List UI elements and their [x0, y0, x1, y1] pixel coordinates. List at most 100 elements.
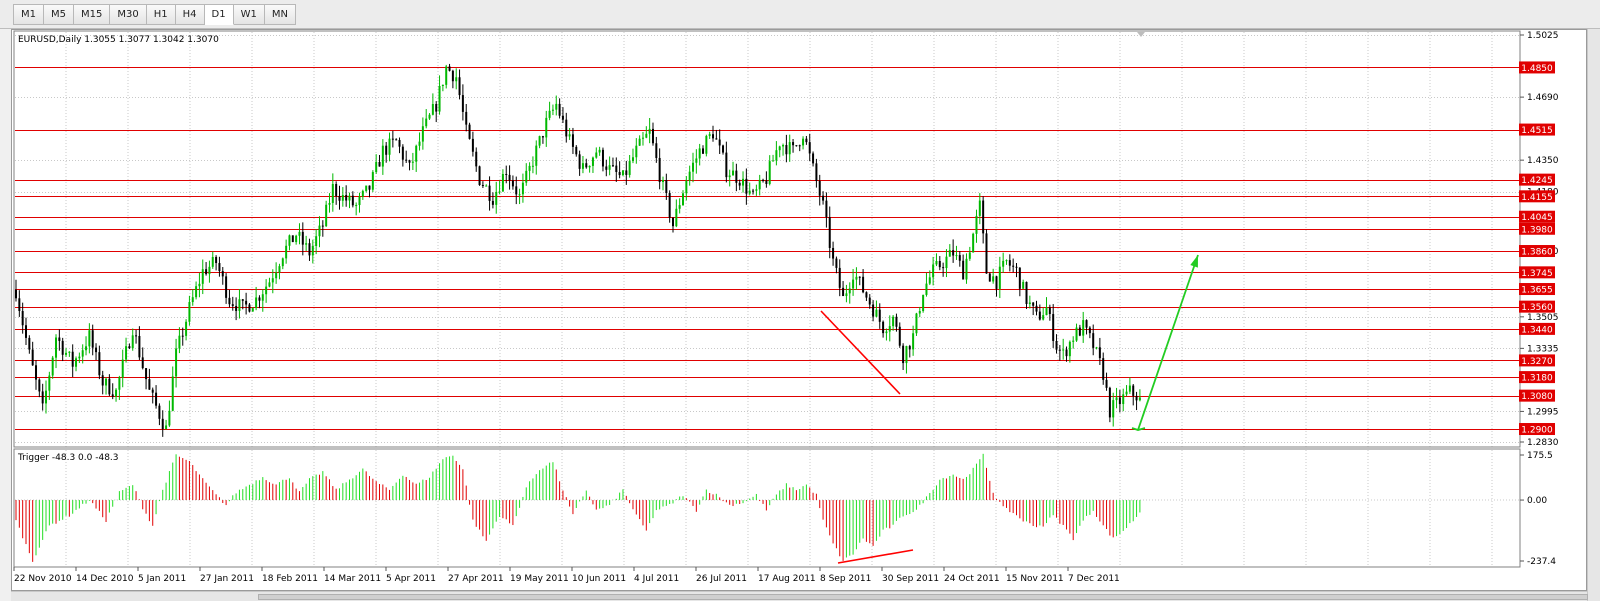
tab-h4[interactable]: H4 [175, 4, 205, 25]
tab-m15[interactable]: M15 [74, 4, 111, 25]
shift-marker-icon[interactable] [1137, 32, 1145, 37]
candle-body [1068, 341, 1071, 357]
candle-body [538, 136, 541, 146]
candle-body [972, 233, 975, 253]
candle-body [1112, 400, 1115, 418]
candle-body [1078, 327, 1081, 336]
tab-m5[interactable]: M5 [44, 4, 74, 25]
candle-body [208, 266, 211, 275]
level-label-bg [1519, 173, 1555, 186]
candlestick-series [15, 63, 1141, 437]
candle-body [905, 346, 908, 364]
level-price-label: 1.2900 [1521, 426, 1553, 436]
candle-body [828, 217, 831, 248]
candle-body [315, 236, 318, 247]
candle-body [918, 310, 921, 314]
candle-body [1098, 347, 1101, 359]
candle-body [238, 299, 241, 311]
candle-body [1032, 302, 1035, 306]
time-tick-label: 8 Sep 2011 [820, 574, 871, 584]
level-price-label: 1.4045 [1521, 213, 1553, 223]
candle-body [501, 173, 504, 192]
level-price-label: 1.4245 [1521, 176, 1553, 186]
candle-body [318, 225, 321, 237]
candle-body [698, 148, 701, 159]
time-tick-label: 24 Oct 2011 [944, 574, 1000, 584]
candle-body [718, 139, 721, 146]
candle-body [778, 146, 781, 151]
candle-body [55, 337, 58, 358]
candle-body [338, 195, 341, 201]
trendline-annotations[interactable] [820, 254, 1199, 564]
candle-body [1122, 394, 1125, 405]
candle-body [378, 161, 381, 167]
candle-body [175, 348, 178, 377]
candle-body [18, 298, 21, 312]
horizontal-scroll-thumb[interactable] [258, 594, 1588, 600]
tab-h1[interactable]: H1 [146, 4, 176, 25]
candle-body [531, 165, 534, 167]
tab-mn[interactable]: MN [264, 4, 296, 25]
candle-body [278, 266, 281, 273]
candle-body [878, 309, 881, 322]
indicator-pane-border [13, 448, 1521, 568]
support-resistance-lines[interactable] [15, 67, 1520, 430]
candle-body [588, 165, 591, 168]
candle-body [1105, 379, 1108, 388]
candle-body [785, 145, 788, 155]
candle-body [38, 379, 41, 392]
candle-body [1022, 281, 1025, 289]
candle-body [728, 175, 731, 178]
candle-body [1108, 387, 1111, 418]
candle-body [438, 86, 441, 112]
tab-m30[interactable]: M30 [110, 4, 147, 25]
candle-body [81, 350, 84, 357]
candle-body [1065, 349, 1068, 357]
candle-body [712, 134, 715, 139]
green-arrow-tail [1131, 427, 1146, 431]
horizontal-scrollbar[interactable] [11, 591, 1588, 601]
candle-body [25, 325, 28, 338]
candle-body [248, 304, 251, 312]
candle-body [151, 389, 154, 393]
candle-body [992, 276, 995, 282]
candle-body [421, 126, 424, 142]
candle-body [945, 256, 948, 269]
tab-d1[interactable]: D1 [204, 4, 234, 25]
candle-body [71, 351, 74, 367]
vertical-scrollbar[interactable] [1587, 29, 1600, 601]
candle-body [668, 193, 671, 218]
candle-body [325, 204, 328, 227]
level-price-label: 1.3860 [1521, 248, 1553, 258]
time-tick-label: 30 Sep 2011 [882, 574, 939, 584]
candle-body [665, 180, 668, 194]
candle-body [341, 194, 344, 201]
level-price-label: 1.3560 [1521, 303, 1553, 313]
candle-body [65, 352, 68, 355]
candle-body [938, 261, 941, 268]
level-label-bg [1519, 266, 1555, 279]
candle-body [131, 335, 134, 349]
candle-body [371, 172, 374, 190]
candle-body [561, 115, 564, 120]
candle-body [802, 138, 805, 146]
candle-body [962, 260, 965, 280]
candle-body [201, 269, 204, 284]
candle-body [825, 200, 828, 218]
candle-body [575, 146, 578, 155]
candle-body [308, 243, 311, 256]
candle-body [118, 377, 121, 390]
level-label-bg [1519, 322, 1555, 335]
candle-body [858, 276, 861, 278]
candle-body [45, 390, 48, 404]
tab-m1[interactable]: M1 [13, 4, 44, 25]
candle-body [255, 297, 258, 309]
tab-w1[interactable]: W1 [233, 4, 265, 25]
candle-body [638, 138, 641, 146]
candle-body [335, 183, 338, 196]
candle-body [361, 190, 364, 197]
candle-body [268, 282, 271, 287]
candle-body [902, 345, 905, 364]
time-tick-label: 15 Nov 2011 [1006, 574, 1064, 584]
